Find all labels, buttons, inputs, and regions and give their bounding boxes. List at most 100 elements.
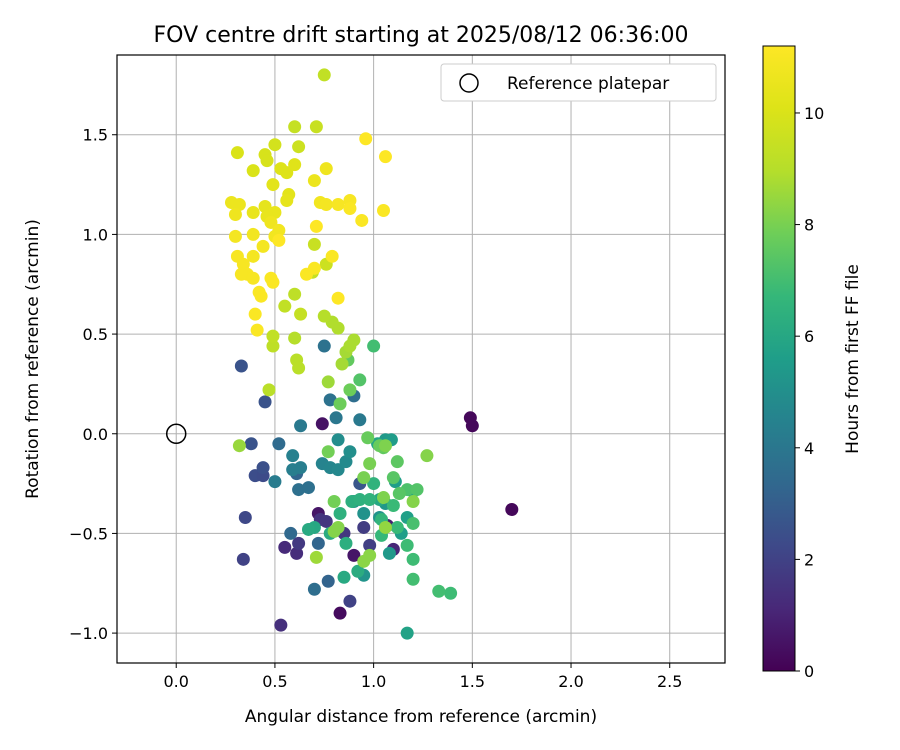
data-point xyxy=(378,150,392,164)
data-point xyxy=(382,546,396,560)
x-axis-label: Angular distance from reference (arcmin) xyxy=(245,707,597,727)
data-point xyxy=(238,510,252,524)
data-point xyxy=(292,140,306,154)
data-point xyxy=(355,213,369,227)
plot-frame xyxy=(116,54,726,664)
data-point xyxy=(307,582,321,596)
y-tick-label: 1.5 xyxy=(83,126,108,145)
data-point xyxy=(367,477,381,491)
data-points xyxy=(165,68,519,640)
data-point xyxy=(363,457,377,471)
data-point xyxy=(347,548,361,562)
data-point xyxy=(386,471,400,485)
y-tick-label: 0.0 xyxy=(83,425,108,444)
colorbar-tick-label: 0 xyxy=(804,662,814,681)
data-point xyxy=(357,520,371,534)
data-point xyxy=(420,449,434,463)
data-point xyxy=(236,552,250,566)
data-point xyxy=(272,233,286,247)
data-point xyxy=(353,413,367,427)
grid xyxy=(117,55,725,663)
x-tick-label: 2.5 xyxy=(657,672,682,691)
legend-marker-icon xyxy=(459,73,479,93)
data-point xyxy=(351,564,365,578)
data-point xyxy=(329,411,343,425)
data-point xyxy=(294,419,308,433)
data-point xyxy=(307,237,321,251)
data-point xyxy=(359,132,373,146)
data-point xyxy=(309,550,323,564)
legend: Reference platepar xyxy=(440,63,717,102)
data-point xyxy=(376,491,390,505)
data-point xyxy=(378,439,392,453)
data-point xyxy=(278,299,292,313)
data-point xyxy=(343,383,357,397)
x-tick-label: 1.0 xyxy=(361,672,386,691)
data-point xyxy=(333,606,347,620)
y-axis-label: Rotation from reference (arcmin) xyxy=(23,219,43,499)
data-point xyxy=(319,162,333,176)
data-point xyxy=(224,196,238,210)
data-point xyxy=(432,584,446,598)
x-axis-ticks: 0.0 0.5 1.0 1.5 2.0 2.5 xyxy=(163,663,682,691)
data-point xyxy=(246,205,260,219)
data-point xyxy=(246,271,260,285)
data-point xyxy=(505,503,519,517)
data-point xyxy=(317,68,331,82)
data-point xyxy=(268,475,282,489)
data-point xyxy=(234,359,248,373)
data-point xyxy=(406,552,420,566)
data-point xyxy=(317,339,331,353)
x-tick-label: 0.0 xyxy=(163,672,188,691)
data-point xyxy=(280,166,294,180)
data-point xyxy=(232,439,246,453)
colorbar-ticks: 0 2 4 6 8 10 xyxy=(795,104,824,681)
data-point xyxy=(319,514,333,528)
data-point xyxy=(406,572,420,586)
colorbar-tick-label: 6 xyxy=(804,327,814,346)
data-point xyxy=(392,487,406,501)
data-point xyxy=(284,526,298,540)
data-point xyxy=(311,536,325,550)
colorbar-tick-label: 8 xyxy=(804,216,814,235)
colorbar-tick-label: 2 xyxy=(804,550,814,569)
data-point xyxy=(244,437,258,451)
y-tick-label: −0.5 xyxy=(69,524,108,543)
y-tick-label: 1.0 xyxy=(83,225,108,244)
data-point xyxy=(327,495,341,509)
data-point xyxy=(331,463,345,477)
data-point xyxy=(258,395,272,409)
colorbar-tick-label: 4 xyxy=(804,439,814,458)
data-point xyxy=(353,493,367,507)
data-point xyxy=(307,174,321,188)
data-point xyxy=(363,538,377,552)
data-point xyxy=(290,546,304,560)
data-point xyxy=(266,178,280,192)
data-point xyxy=(465,419,479,433)
y-axis-ticks: −1.0 −0.5 0.0 0.5 1.0 1.5 xyxy=(69,126,117,643)
data-point xyxy=(361,431,375,445)
colorbar-gradient xyxy=(762,45,796,672)
data-point xyxy=(378,520,392,534)
colorbar-label: Hours from first FF file xyxy=(843,264,863,454)
data-point xyxy=(307,261,321,275)
data-point xyxy=(272,437,286,451)
data-point xyxy=(286,463,300,477)
data-point xyxy=(331,291,345,305)
x-tick-label: 2.0 xyxy=(558,672,583,691)
chart-title: FOV centre drift starting at 2025/08/12 … xyxy=(154,23,689,48)
data-point xyxy=(288,120,302,134)
data-point xyxy=(319,198,333,212)
data-point xyxy=(321,445,335,459)
data-point xyxy=(264,215,278,229)
data-point xyxy=(406,495,420,509)
data-point xyxy=(325,249,339,263)
data-point xyxy=(444,586,458,600)
data-point xyxy=(363,548,377,562)
data-point xyxy=(357,471,371,485)
data-point xyxy=(246,227,260,241)
data-point xyxy=(400,626,414,640)
data-point xyxy=(288,158,302,172)
data-point xyxy=(236,257,250,271)
